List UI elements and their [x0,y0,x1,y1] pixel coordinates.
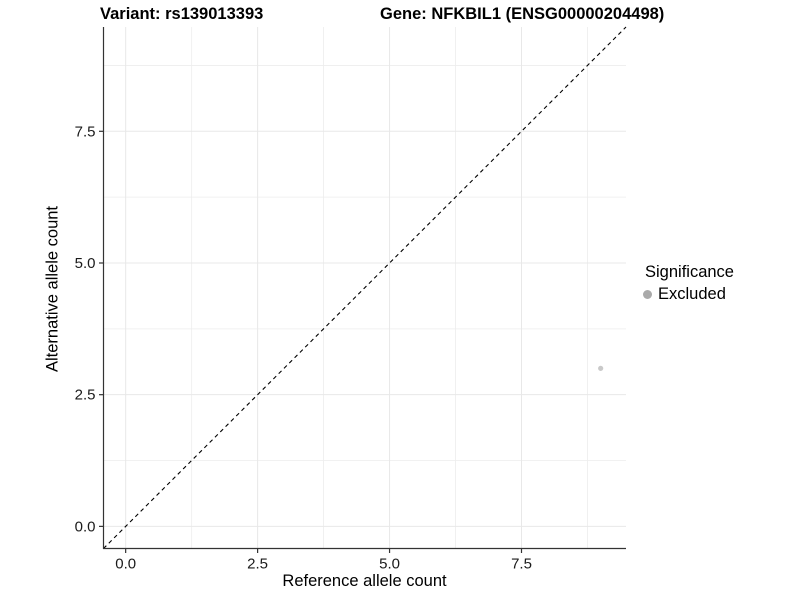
plot-title-gene: Gene: NFKBIL1 (ENSG00000204498) [380,5,665,23]
x-tick-label: 7.5 [511,556,532,573]
legend-key [638,286,656,304]
legend: Significance Excluded [638,263,798,304]
y-axis-title: Alternative allele count [43,205,62,373]
y-tick-label: 5.0 [75,255,96,272]
x-tick-label: 0.0 [115,556,136,573]
plot-title-variant: Variant: rs139013393 [100,5,264,23]
identity-line [103,26,627,549]
x-axis-title: Reference allele count [282,572,447,590]
y-tick-label: 2.5 [75,387,96,404]
y-tick-label: 7.5 [75,123,96,140]
legend-point-icon [642,290,652,299]
legend-item-excluded: Excluded [638,285,798,304]
x-tick-label: 2.5 [247,556,268,573]
data-point [598,365,604,371]
x-tick-label: 5.0 [379,556,400,573]
legend-item-label: Excluded [658,285,726,303]
legend-title: Significance [645,263,734,281]
y-tick-label: 0.0 [75,518,96,535]
